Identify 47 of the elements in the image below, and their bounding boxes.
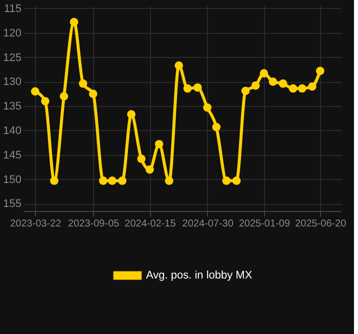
x-tick-label: 2023-09-05 xyxy=(68,218,120,230)
point xyxy=(108,176,116,185)
point xyxy=(146,165,154,174)
point xyxy=(174,61,184,70)
point xyxy=(316,66,324,76)
point xyxy=(60,92,68,100)
y-tick-label: 155 xyxy=(3,198,22,210)
x-tick-label: 2023-03-22 xyxy=(10,218,62,230)
x-tick-label: 2025-06-20 xyxy=(295,218,347,230)
point xyxy=(268,77,278,86)
y-tick-label: 125 xyxy=(3,52,22,64)
point xyxy=(232,176,241,185)
point xyxy=(30,87,40,96)
point xyxy=(308,82,316,91)
y-tick-label: 115 xyxy=(4,2,22,15)
point xyxy=(251,81,260,90)
point xyxy=(154,140,164,148)
point xyxy=(137,154,146,163)
point xyxy=(203,103,212,112)
point xyxy=(41,97,50,106)
point xyxy=(99,176,108,185)
point xyxy=(183,84,192,93)
point xyxy=(288,84,298,93)
x-tick-label: 2024-07-30 xyxy=(182,218,234,230)
point xyxy=(118,176,126,185)
point xyxy=(260,69,268,78)
y-tick-label: 130 xyxy=(3,76,22,88)
point xyxy=(298,84,306,93)
point xyxy=(50,176,58,185)
point xyxy=(127,110,136,119)
y-tick-label: 145 xyxy=(3,149,22,162)
point xyxy=(164,176,174,185)
x-tick-label: 2024-02-15 xyxy=(124,218,176,230)
point xyxy=(278,79,288,88)
point xyxy=(222,176,231,185)
point xyxy=(88,90,98,98)
y-tick-label: 120 xyxy=(3,27,22,40)
point xyxy=(212,122,221,132)
x-tick-label: 2025-01-09 xyxy=(238,218,290,230)
point xyxy=(193,83,202,92)
point xyxy=(70,18,78,26)
point xyxy=(241,86,250,96)
y-tick-label: 135 xyxy=(3,100,22,113)
y-tick-label: 150 xyxy=(3,174,22,186)
legend-label: Avg. pos. in lobby MX xyxy=(146,270,253,282)
y-tick-label: 140 xyxy=(3,124,22,137)
point xyxy=(78,79,88,88)
